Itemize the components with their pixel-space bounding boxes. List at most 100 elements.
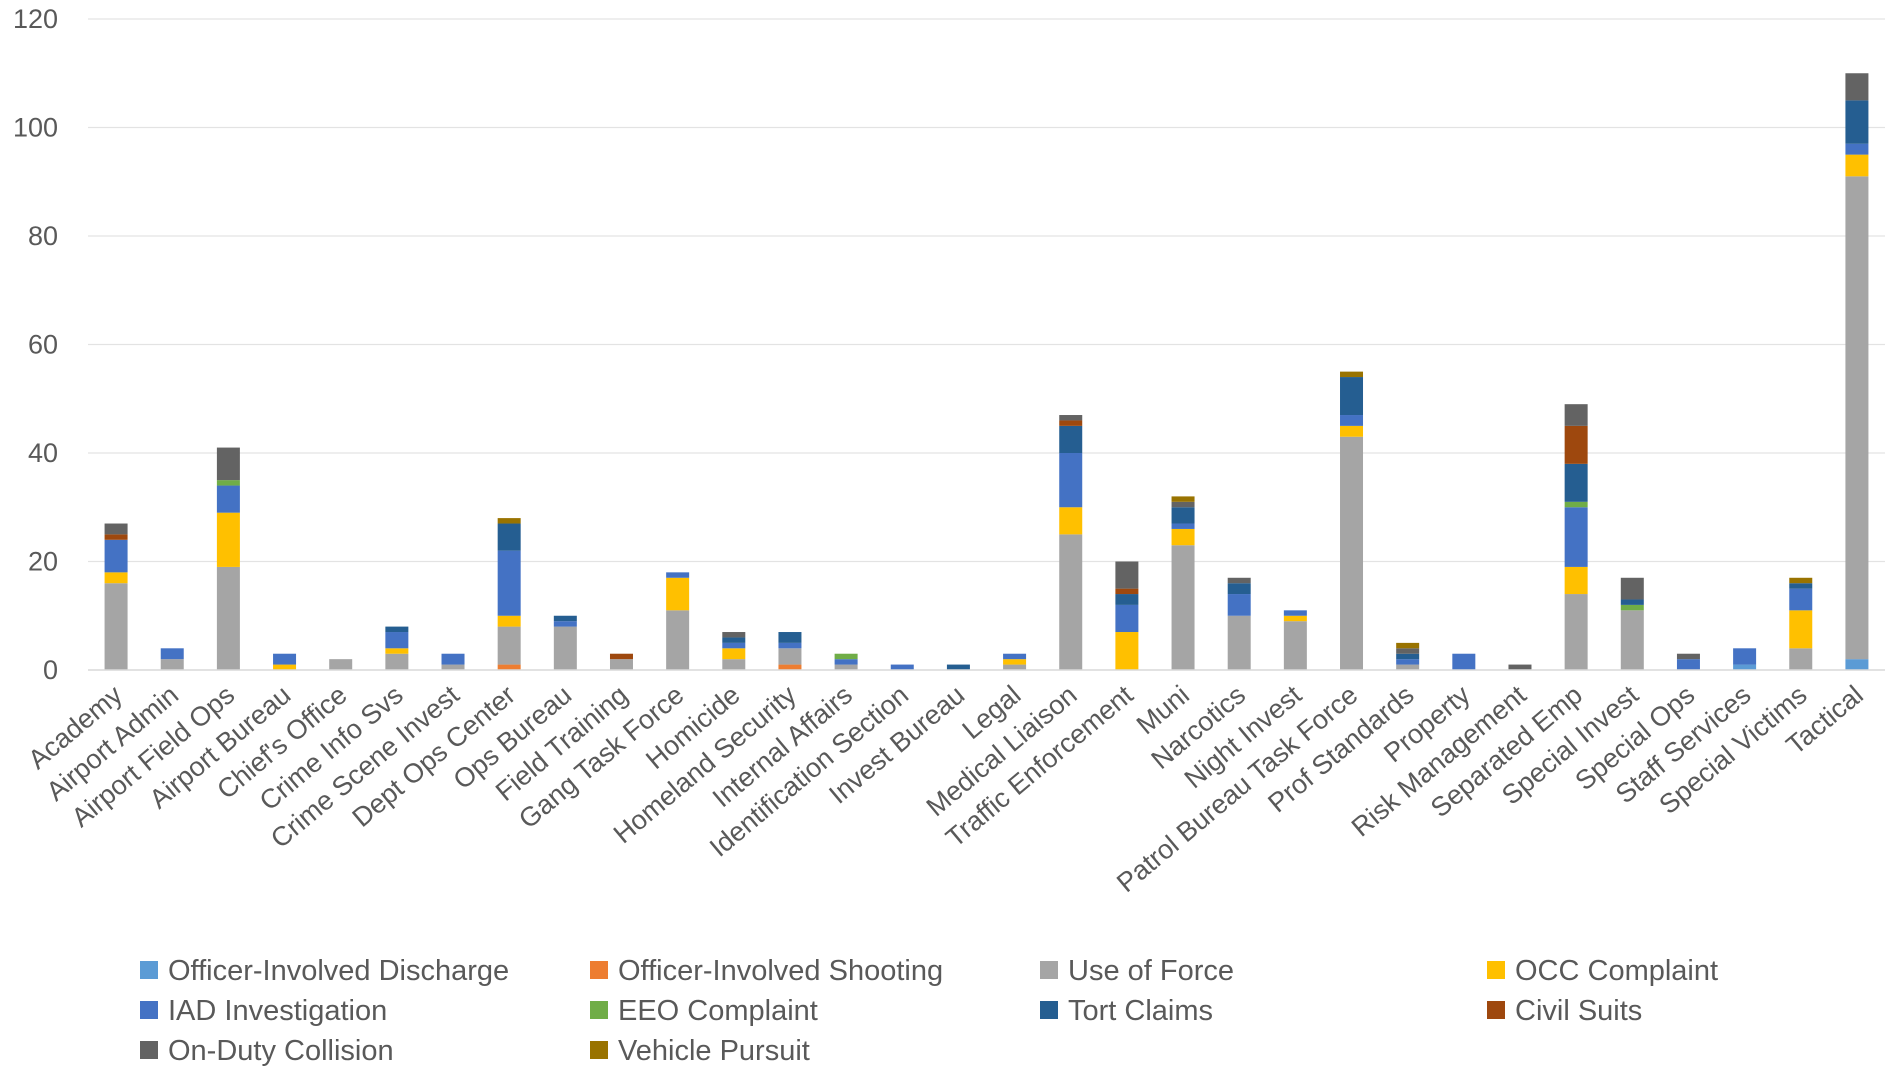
y-tick-label: 0 <box>43 655 58 685</box>
bar-segment-eeo-complaint <box>1620 604 1644 611</box>
legend-label: IAD Investigation <box>168 995 387 1027</box>
bar-segment-officer-involved-discharge <box>1845 659 1869 670</box>
bar-segment-occ-complaint <box>1059 507 1083 535</box>
bar-segment-occ-complaint <box>1171 528 1195 546</box>
bar-segment-civil-suits <box>104 534 128 540</box>
bar-segment-tort-claims <box>1564 463 1588 502</box>
bar-segment-on-duty-collision <box>722 632 746 638</box>
legend-label: OCC Complaint <box>1515 955 1718 987</box>
bar-segment-iad-investigation <box>834 659 858 665</box>
bar-segment-on-duty-collision <box>1845 73 1869 101</box>
bar-segment-use-of-force <box>1789 648 1813 670</box>
legend-item: Tort Claims <box>1040 995 1213 1027</box>
bar-segment-iad-investigation <box>1003 653 1027 660</box>
bar-segment-on-duty-collision <box>1620 577 1644 600</box>
legend-item: Officer-Involved Shooting <box>590 955 943 987</box>
bar-segment-iad-investigation <box>1340 415 1364 426</box>
bar-segment-occ-complaint <box>104 572 128 584</box>
legend-item: On-Duty Collision <box>140 1035 394 1067</box>
bar-segment-occ-complaint <box>1003 659 1027 665</box>
bar-segment-use-of-force <box>441 664 465 670</box>
bar-segment-iad-investigation <box>778 642 802 649</box>
legend-item: EEO Complaint <box>590 995 818 1027</box>
bar-segment-iad-investigation <box>441 653 465 665</box>
y-axis-ticks: 0 20 40 60 80 100 120 <box>13 4 58 685</box>
bar-segment-iad-investigation <box>1845 143 1869 155</box>
bar-segment-eeo-complaint <box>834 653 858 660</box>
legend-item: Use of Force <box>1040 955 1234 987</box>
bar-segment-civil-suits <box>1115 588 1139 595</box>
bar-segment-use-of-force <box>1059 534 1083 670</box>
bar-segment-iad-investigation <box>1564 507 1588 567</box>
legend-swatch <box>590 1041 608 1059</box>
bar-segment-use-of-force <box>160 659 184 670</box>
bar-segment-on-duty-collision <box>1227 577 1251 584</box>
bar-segment-iad-investigation <box>104 539 128 573</box>
legend-swatch <box>140 1001 158 1019</box>
bar-segment-tort-claims <box>385 626 409 633</box>
bar-segment-use-of-force <box>1171 545 1195 670</box>
bar-segment-civil-suits <box>609 653 633 660</box>
bar-segment-vehicle-pursuit <box>1789 577 1813 584</box>
bar-segment-eeo-complaint <box>216 480 240 486</box>
bar-segment-use-of-force <box>778 648 802 665</box>
bar-segment-tort-claims <box>1115 594 1139 605</box>
bar-segment-use-of-force <box>834 664 858 670</box>
bar-segment-occ-complaint <box>273 664 297 670</box>
bar-segment-use-of-force <box>1620 610 1644 670</box>
legend-label: Officer-Involved Shooting <box>618 955 943 987</box>
bar-segment-use-of-force <box>1564 594 1588 670</box>
bar-segment-use-of-force <box>722 659 746 670</box>
bar-segment-use-of-force <box>1340 436 1364 670</box>
legend-swatch <box>1487 961 1505 979</box>
bar-segment-iad-investigation <box>1396 659 1420 665</box>
bar-segment-use-of-force <box>553 626 577 670</box>
bar-segment-officer-involved-shooting <box>778 664 802 670</box>
bar-segment-on-duty-collision <box>1396 648 1420 654</box>
bar-segment-use-of-force <box>329 659 353 670</box>
legend-swatch <box>590 1001 608 1019</box>
bar-segment-on-duty-collision <box>216 447 240 481</box>
bar-segment-tort-claims <box>1171 507 1195 524</box>
bar-segment-occ-complaint <box>722 648 746 660</box>
bar-segment-vehicle-pursuit <box>1171 496 1195 502</box>
bar-segment-iad-investigation <box>497 550 521 616</box>
y-tick-label: 60 <box>28 330 58 360</box>
bar-segment-iad-investigation <box>1115 604 1139 633</box>
bar-segment-use-of-force <box>666 610 690 670</box>
bars <box>104 73 1869 670</box>
bar-segment-iad-investigation <box>1171 523 1195 529</box>
bar-segment-occ-complaint <box>1789 610 1813 649</box>
bar-segment-use-of-force <box>609 659 633 670</box>
bar-segment-iad-investigation <box>385 632 409 649</box>
bar-segment-iad-investigation <box>666 572 690 578</box>
legend-item: Officer-Involved Discharge <box>140 955 509 987</box>
bar-segment-use-of-force <box>1283 621 1307 670</box>
bar-segment-occ-complaint <box>1115 632 1139 670</box>
bar-segment-occ-complaint <box>216 512 240 567</box>
bar-segment-tort-claims <box>722 637 746 643</box>
bar-segment-eeo-complaint <box>1564 501 1588 508</box>
bar-segment-on-duty-collision <box>1564 404 1588 426</box>
bar-segment-iad-investigation <box>1059 453 1083 508</box>
bar-segment-vehicle-pursuit <box>1396 642 1420 649</box>
legend-swatch <box>1487 1001 1505 1019</box>
bar-segment-iad-investigation <box>722 642 746 649</box>
bar-segment-tort-claims <box>778 632 802 643</box>
y-tick-label: 80 <box>28 221 58 251</box>
legend-swatch <box>140 961 158 979</box>
bar-segment-vehicle-pursuit <box>1340 371 1364 378</box>
legend-label: On-Duty Collision <box>168 1035 394 1067</box>
legend-swatch <box>1040 1001 1058 1019</box>
bar-segment-on-duty-collision <box>1508 664 1532 670</box>
legend-swatch <box>1040 961 1058 979</box>
legend-item: OCC Complaint <box>1487 955 1718 987</box>
bar-segment-iad-investigation <box>1733 648 1757 665</box>
y-tick-label: 20 <box>28 547 58 577</box>
bar-segment-officer-involved-discharge <box>1733 664 1757 670</box>
y-tick-label: 120 <box>13 4 58 34</box>
legend: Officer-Involved Discharge Officer-Involv… <box>140 955 1718 1067</box>
bar-segment-on-duty-collision <box>1115 561 1139 589</box>
